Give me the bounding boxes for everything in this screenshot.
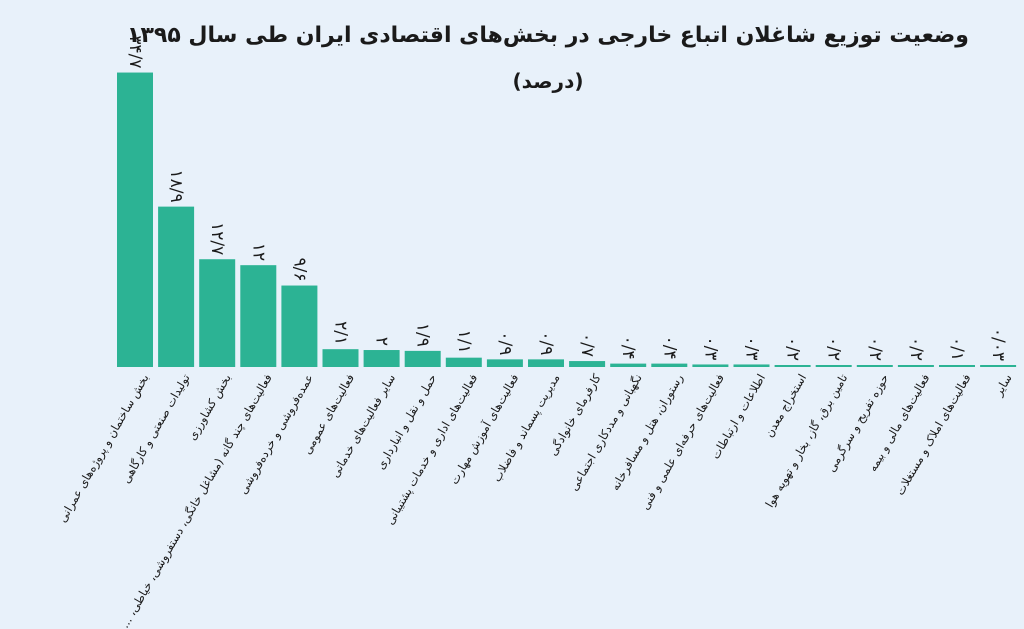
bar bbox=[322, 349, 359, 367]
bar-value-label: ۱۲ bbox=[248, 243, 268, 261]
bar bbox=[856, 365, 893, 367]
bar bbox=[486, 359, 523, 367]
bar bbox=[404, 350, 441, 367]
bars-group bbox=[117, 72, 1017, 367]
bar-value-label: ۱۲/۷ bbox=[207, 222, 227, 255]
bar-value-label: ۰/۱ bbox=[947, 337, 967, 361]
bar-value-label: ۰/۳ bbox=[742, 336, 762, 360]
bar-value-label: ۰/۲ bbox=[865, 337, 885, 361]
bar-value-label: ۱/۹ bbox=[413, 323, 433, 347]
bar-value-label: ۰/۷ bbox=[577, 333, 597, 357]
bar-value-label: ۲/۱ bbox=[331, 321, 351, 345]
category-label: نگهبانی و مددکاری اجتماعی bbox=[566, 372, 645, 494]
bar bbox=[569, 361, 606, 367]
bar-value-label: ۲ bbox=[372, 337, 392, 346]
chart-subtitle: (درصد) bbox=[513, 69, 584, 93]
bar bbox=[199, 259, 236, 367]
bar bbox=[939, 365, 975, 367]
bar-value-label: ۰/۹ bbox=[536, 331, 556, 355]
chart-title: وضعیت توزیع شاغلان اتباع خارجی در بخش‌ها… bbox=[127, 23, 969, 48]
bar bbox=[240, 265, 277, 367]
bar bbox=[815, 365, 852, 367]
bar bbox=[980, 365, 1017, 367]
bar-value-label: ۰/۴ bbox=[659, 336, 679, 360]
bar-value-label: ۱۸/۹ bbox=[166, 169, 186, 202]
bar-value-label: ۳۴/۷ bbox=[125, 35, 145, 68]
bar bbox=[610, 363, 647, 367]
bar bbox=[651, 363, 688, 367]
category-label: رستوران، هتل و مسافرخانه bbox=[608, 372, 687, 494]
bar-value-label: ۰/۲ bbox=[783, 337, 803, 361]
category-label: فعالیت‌های املاک و مستغلات bbox=[893, 372, 975, 499]
bar bbox=[158, 206, 195, 367]
category-label: استخراج معدن bbox=[762, 372, 810, 441]
category-label: عمده‌فروشی و خرده‌فروشی bbox=[236, 372, 317, 498]
bar bbox=[528, 359, 564, 367]
bar-value-label: ۰/۲ bbox=[906, 337, 926, 361]
bar bbox=[733, 364, 770, 367]
bar-value-label: ۰/۹ bbox=[495, 331, 515, 355]
category-label: تامین برق، گاز، بخار و تهویه هوا bbox=[762, 372, 851, 511]
bar-value-label: ۱/۱ bbox=[454, 330, 474, 354]
bar bbox=[897, 365, 934, 367]
bar-value-label: ۹/۶ bbox=[289, 258, 309, 282]
bar-value-label: ۰/۰۳ bbox=[988, 328, 1008, 361]
category-label: فعالیت‌های چند گانه (مشاغل خانگی، دستفرو… bbox=[117, 372, 275, 629]
bar bbox=[281, 285, 318, 367]
bar-value-label: ۰/۴ bbox=[618, 336, 638, 360]
bar bbox=[692, 364, 729, 367]
bar bbox=[774, 365, 811, 367]
bar bbox=[445, 357, 482, 367]
bar bbox=[363, 350, 400, 367]
bar-value-label: ۰/۳ bbox=[700, 336, 720, 360]
bar bbox=[117, 72, 153, 367]
value-labels-group: ۳۴/۷ ۱۸/۹ ۱۲/۷ ۱۲ ۹/۶ ۲/۱ ۲ ۱/۹ ۱/۱ ۰/۹ ۰/۹ ۰/۷ ۰/۴ ۰… bbox=[125, 35, 1008, 361]
bar-value-label: ۰/۲ bbox=[824, 337, 844, 361]
category-label: سایر bbox=[991, 372, 1016, 400]
